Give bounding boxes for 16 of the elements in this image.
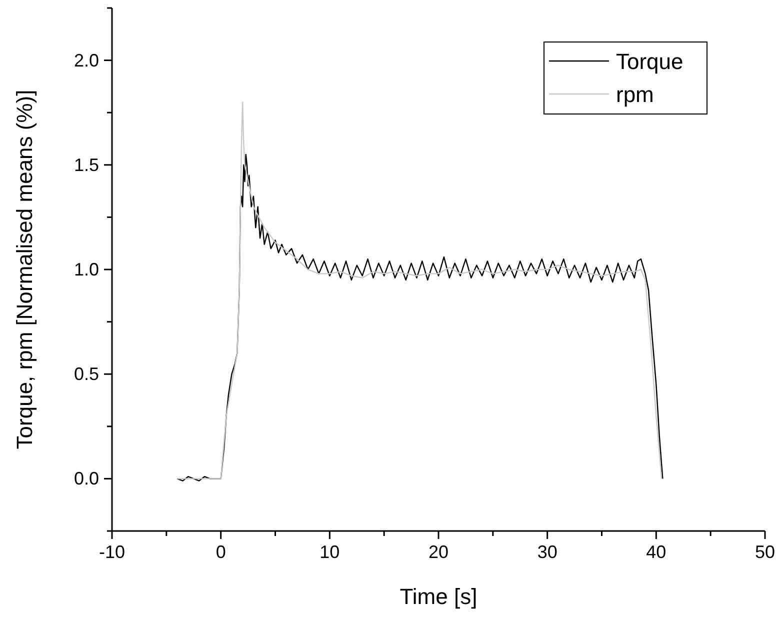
y-tick-label: 1.0: [74, 260, 99, 280]
x-tick-label: 30: [537, 542, 558, 562]
x-tick-label: -10: [98, 542, 126, 562]
y-tick-label: 2.0: [74, 50, 99, 70]
y-tick-label: 0.5: [74, 364, 99, 384]
y-axis-title: Torque, rpm [Normalised means (%)]: [12, 90, 37, 450]
y-tick-label: 1.5: [74, 154, 99, 175]
y-tick-label: 0.0: [74, 468, 99, 489]
x-tick-label: 20: [428, 542, 449, 562]
x-tick-label: 0: [216, 542, 226, 562]
legend-label: rpm: [616, 82, 654, 107]
x-axis-title: Time [s]: [400, 584, 478, 609]
x-tick-label: 10: [320, 542, 340, 562]
x-tick-label: 40: [646, 542, 666, 562]
x-tick-label: 50: [754, 542, 776, 562]
legend-label: Torque: [616, 49, 684, 74]
